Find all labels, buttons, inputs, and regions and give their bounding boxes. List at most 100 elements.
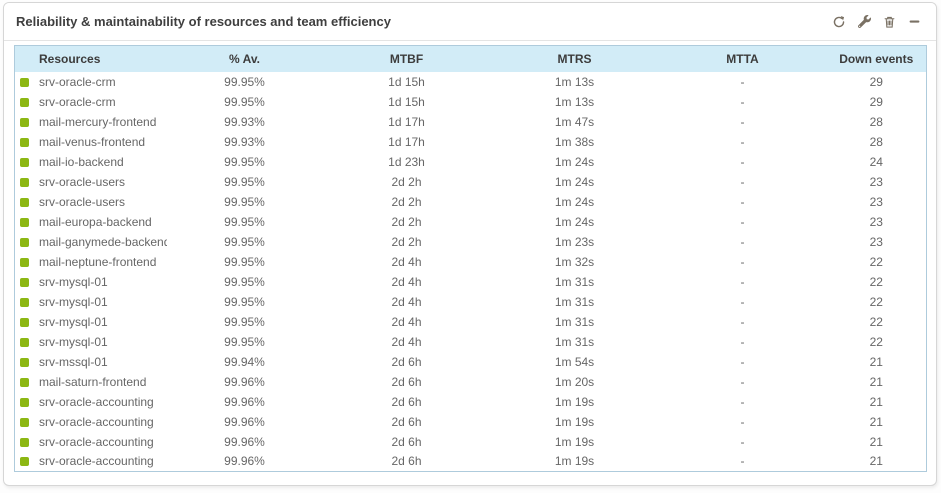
widget-titlebar: Reliability & maintainability of resourc…	[4, 3, 936, 41]
table-row: srv-oracle-accounting 99.96% 2d 6h 1m 19…	[14, 431, 927, 452]
down-events-cell: 22	[826, 331, 927, 352]
mtrs-cell: 1m 24s	[490, 191, 659, 212]
availability-cell: 99.95%	[166, 311, 323, 332]
resource-cell: srv-oracle-accounting	[14, 411, 167, 432]
mtta-cell: -	[658, 291, 827, 312]
table-row: srv-oracle-users 99.95% 2d 2h 1m 24s - 2…	[14, 191, 927, 212]
minus-icon[interactable]	[906, 14, 922, 30]
table-row: mail-mercury-frontend 99.93% 1d 17h 1m 4…	[14, 111, 927, 132]
table-row: mail-venus-frontend 99.93% 1d 17h 1m 38s…	[14, 131, 927, 152]
mtta-cell: -	[658, 451, 827, 472]
resource-name: srv-oracle-users	[39, 194, 126, 209]
status-ok-icon	[20, 217, 29, 227]
status-ok-icon	[20, 417, 29, 427]
table-row: srv-oracle-users 99.95% 2d 2h 1m 24s - 2…	[14, 171, 927, 192]
status-ok-icon	[20, 297, 29, 307]
mtbf-cell: 2d 2h	[322, 231, 491, 252]
widget-title: Reliability & maintainability of resourc…	[16, 14, 391, 29]
availability-cell: 99.95%	[166, 71, 323, 92]
mtbf-cell: 2d 2h	[322, 171, 491, 192]
status-ok-icon	[20, 157, 29, 167]
resource-cell: srv-mssql-01	[14, 351, 167, 372]
mtrs-cell: 1m 47s	[490, 111, 659, 132]
resource-name: srv-mysql-01	[39, 334, 108, 349]
table-header-row: Resources % Av. MTBF MTRS MTTA Down even…	[14, 45, 927, 72]
mtrs-cell: 1m 31s	[490, 271, 659, 292]
mtrs-cell: 1m 20s	[490, 371, 659, 392]
resource-cell: srv-oracle-users	[14, 191, 167, 212]
down-events-cell: 22	[826, 271, 927, 292]
mtrs-cell: 1m 24s	[490, 171, 659, 192]
availability-cell: 99.93%	[166, 111, 323, 132]
mtta-cell: -	[658, 91, 827, 112]
mtrs-cell: 1m 31s	[490, 331, 659, 352]
resource-name: srv-mysql-01	[39, 294, 108, 309]
resource-cell: mail-mercury-frontend	[14, 111, 167, 132]
availability-cell: 99.95%	[166, 251, 323, 272]
table-row: srv-mysql-01 99.95% 2d 4h 1m 31s - 22	[14, 291, 927, 312]
down-events-cell: 21	[826, 391, 927, 412]
status-ok-icon	[20, 237, 29, 247]
mtta-cell: -	[658, 171, 827, 192]
mtbf-cell: 2d 4h	[322, 271, 491, 292]
mtta-cell: -	[658, 271, 827, 292]
mtbf-cell: 1d 17h	[322, 111, 491, 132]
mtrs-cell: 1m 13s	[490, 71, 659, 92]
resource-name: mail-ganymede-backend	[39, 234, 167, 249]
mtta-cell: -	[658, 191, 827, 212]
table-row: srv-oracle-accounting 99.96% 2d 6h 1m 19…	[14, 451, 927, 472]
mtta-cell: -	[658, 371, 827, 392]
status-ok-icon	[20, 257, 29, 267]
resource-name: srv-mssql-01	[39, 354, 108, 369]
widget-panel: Reliability & maintainability of resourc…	[3, 2, 937, 486]
resource-cell: mail-ganymede-backend	[14, 231, 167, 252]
availability-cell: 99.93%	[166, 131, 323, 152]
availability-cell: 99.95%	[166, 191, 323, 212]
resource-name: srv-oracle-accounting	[39, 414, 154, 429]
mtta-cell: -	[658, 251, 827, 272]
mtta-cell: -	[658, 231, 827, 252]
availability-cell: 99.96%	[166, 391, 323, 412]
resource-name: mail-io-backend	[39, 154, 124, 169]
resource-cell: mail-europa-backend	[14, 211, 167, 232]
mtbf-cell: 2d 4h	[322, 251, 491, 272]
refresh-icon[interactable]	[831, 14, 847, 30]
resource-name: srv-oracle-accounting	[39, 434, 154, 449]
status-ok-icon	[20, 437, 29, 447]
mtrs-cell: 1m 19s	[490, 431, 659, 452]
table-row: srv-oracle-accounting 99.96% 2d 6h 1m 19…	[14, 411, 927, 432]
trash-icon[interactable]	[881, 14, 897, 30]
down-events-cell: 28	[826, 111, 927, 132]
mtbf-cell: 2d 2h	[322, 211, 491, 232]
resource-name: srv-oracle-crm	[39, 74, 116, 89]
availability-cell: 99.95%	[166, 171, 323, 192]
mtta-cell: -	[658, 391, 827, 412]
down-events-cell: 21	[826, 411, 927, 432]
down-events-cell: 21	[826, 351, 927, 372]
status-ok-icon	[20, 377, 29, 387]
down-events-cell: 24	[826, 151, 927, 172]
availability-cell: 99.95%	[166, 331, 323, 352]
column-header-availability: % Av.	[166, 45, 323, 72]
resource-cell: mail-venus-frontend	[14, 131, 167, 152]
down-events-cell: 22	[826, 291, 927, 312]
status-ok-icon	[20, 117, 29, 127]
down-events-cell: 23	[826, 191, 927, 212]
mtbf-cell: 1d 17h	[322, 131, 491, 152]
mtrs-cell: 1m 54s	[490, 351, 659, 372]
column-header-down-events: Down events	[826, 45, 927, 72]
column-header-resources: Resources	[14, 45, 167, 72]
resource-cell: srv-mysql-01	[14, 311, 167, 332]
reliability-table: Resources % Av. MTBF MTRS MTTA Down even…	[14, 45, 927, 472]
table-row: srv-oracle-crm 99.95% 1d 15h 1m 13s - 29	[14, 91, 927, 112]
table-row: srv-mysql-01 99.95% 2d 4h 1m 31s - 22	[14, 271, 927, 292]
status-ok-icon	[20, 337, 29, 347]
wrench-icon[interactable]	[856, 14, 872, 30]
resource-name: mail-europa-backend	[39, 214, 152, 229]
status-ok-icon	[20, 317, 29, 327]
table-row: srv-mysql-01 99.95% 2d 4h 1m 31s - 22	[14, 311, 927, 332]
mtbf-cell: 2d 6h	[322, 451, 491, 472]
status-ok-icon	[20, 397, 29, 407]
availability-cell: 99.96%	[166, 431, 323, 452]
resource-cell: srv-oracle-accounting	[14, 451, 167, 472]
